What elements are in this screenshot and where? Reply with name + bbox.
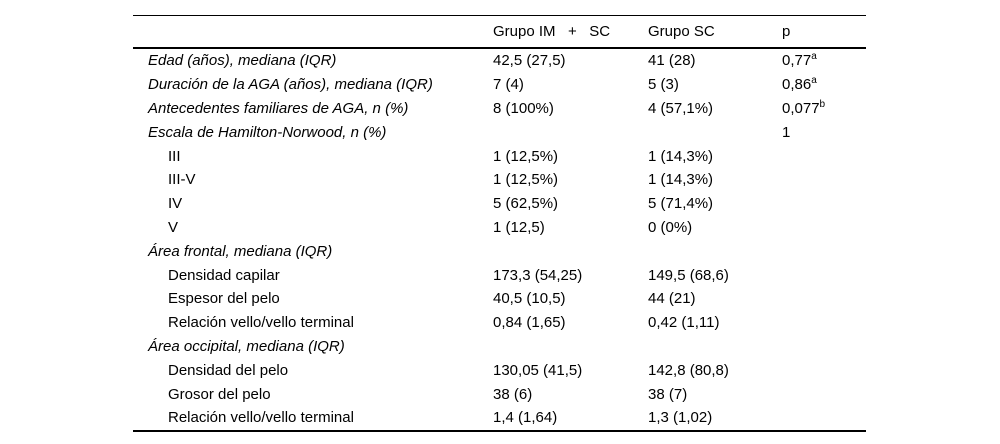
value-grupo-sc: 142,8 (80,8) xyxy=(648,361,729,379)
value-p xyxy=(782,335,866,359)
row-label: Escala de Hamilton-Norwood, n (%) xyxy=(148,123,387,141)
value-p xyxy=(782,216,866,240)
row-label: III-V xyxy=(168,171,196,189)
value-grupo-im-sc: 130,05 (41,5) xyxy=(493,361,583,379)
table-row: Relación vello/vello terminal 1,4 (1,64) 1… xyxy=(133,406,866,431)
value-grupo-im-sc: 1 (12,5%) xyxy=(493,171,559,189)
value-grupo-sc: 1,3 (1,02) xyxy=(648,409,713,427)
value-grupo-im-sc: 1 (12,5) xyxy=(493,218,545,236)
row-label: IV xyxy=(168,195,183,213)
table-row: Grosor del pelo 38 (6) 38 (7) xyxy=(133,382,866,406)
p-footnote-marker: b xyxy=(819,98,826,110)
row-label: Densidad del pelo xyxy=(168,361,289,379)
value-grupo-sc: 5 (71,4%) xyxy=(648,195,714,213)
p-value: 0,077 xyxy=(782,99,820,117)
p-value: 1 xyxy=(782,123,791,141)
value-grupo-im-sc: 38 (6) xyxy=(493,385,533,403)
value-grupo-im-sc: 7 (4) xyxy=(493,76,524,94)
table-row: Relación vello/vello terminal 0,84 (1,65)… xyxy=(133,311,866,335)
table-row: Área occipital, mediana (IQR) xyxy=(133,335,866,359)
row-label: Grosor del pelo xyxy=(168,385,271,403)
value-grupo-im-sc: 0,84 (1,65) xyxy=(493,314,566,332)
table-row: Área frontal, mediana (IQR) xyxy=(133,239,866,263)
row-label: Relación vello/vello terminal xyxy=(168,314,354,332)
table-row: III-V 1 (12,5%) 1 (14,3%) xyxy=(133,168,866,192)
p-footnote-marker: a xyxy=(811,75,817,87)
row-label: Área occipital, mediana (IQR) xyxy=(148,337,345,355)
value-grupo-im-sc xyxy=(493,335,648,359)
table-row: Duración de la AGA (años), mediana (IQR)… xyxy=(133,73,866,97)
p-value: 0,77 xyxy=(782,52,812,70)
value-p xyxy=(782,263,866,287)
value-grupo-im-sc: 1 (12,5%) xyxy=(493,147,559,165)
col-header-p: p xyxy=(782,15,866,49)
value-p xyxy=(782,382,866,406)
table-row: III 1 (12,5%) 1 (14,3%) xyxy=(133,144,866,168)
value-grupo-sc: 44 (21) xyxy=(648,290,696,308)
value-p xyxy=(782,239,866,263)
value-grupo-im-sc: 5 (62,5%) xyxy=(493,195,559,213)
table-row: IV 5 (62,5%) 5 (71,4%) xyxy=(133,192,866,216)
table-row: V 1 (12,5) 0 (0%) xyxy=(133,216,866,240)
value-grupo-im-sc xyxy=(493,120,648,144)
value-grupo-im-sc: 173,3 (54,25) xyxy=(493,266,583,284)
value-grupo-sc: 1 (14,3%) xyxy=(648,147,714,165)
value-p: 0,77a xyxy=(782,48,866,73)
row-label: Edad (años), mediana (IQR) xyxy=(148,52,337,70)
p-footnote-marker: a xyxy=(811,51,817,63)
value-grupo-sc xyxy=(648,239,782,263)
value-p: 0,86a xyxy=(782,73,866,97)
value-p xyxy=(782,168,866,192)
table-row: Densidad capilar 173,3 (54,25) 149,5 (68,6… xyxy=(133,263,866,287)
p-value: 0,86 xyxy=(782,76,812,94)
value-p xyxy=(782,358,866,382)
value-grupo-im-sc: 8 (100%) xyxy=(493,99,554,117)
row-label: Espesor del pelo xyxy=(168,290,280,308)
value-p xyxy=(782,192,866,216)
value-p: 0,077b xyxy=(782,97,866,121)
value-grupo-sc xyxy=(648,120,782,144)
header-row: Grupo IM + SC Grupo SC p xyxy=(133,15,866,49)
value-grupo-im-sc: 42,5 (27,5) xyxy=(493,52,566,70)
value-grupo-im-sc: 1,4 (1,64) xyxy=(493,409,558,427)
value-grupo-sc: 38 (7) xyxy=(648,385,688,403)
col-header-grupo-im-sc: Grupo IM + SC xyxy=(493,15,648,49)
row-label: Duración de la AGA (años), mediana (IQR) xyxy=(148,76,433,94)
value-grupo-sc xyxy=(648,335,782,359)
table-row: Espesor del pelo 40,5 (10,5) 44 (21) xyxy=(133,287,866,311)
value-grupo-sc: 5 (3) xyxy=(648,76,679,94)
value-grupo-sc: 41 (28) xyxy=(648,52,696,70)
row-label: Antecedentes familiares de AGA, n (%) xyxy=(148,99,409,117)
data-table: Grupo IM + SC Grupo SC p Edad (años), me… xyxy=(133,15,866,432)
value-grupo-sc: 1 (14,3%) xyxy=(648,171,714,189)
row-label: Relación vello/vello terminal xyxy=(168,409,354,427)
table-row: Edad (años), mediana (IQR) 42,5 (27,5) 41 … xyxy=(133,48,866,73)
row-label: V xyxy=(168,218,179,236)
value-p xyxy=(782,144,866,168)
table-row: Escala de Hamilton-Norwood, n (%) 1 xyxy=(133,120,866,144)
value-p: 1 xyxy=(782,120,866,144)
col-header-variable xyxy=(133,15,493,49)
col-header-grupo-sc: Grupo SC xyxy=(648,15,782,49)
value-grupo-im-sc xyxy=(493,239,648,263)
row-label: III xyxy=(168,147,181,165)
value-p xyxy=(782,311,866,335)
row-label: Área frontal, mediana (IQR) xyxy=(148,242,333,260)
clinical-comparison-table: Grupo IM + SC Grupo SC p Edad (años), me… xyxy=(133,15,866,432)
value-grupo-im-sc: 40,5 (10,5) xyxy=(493,290,566,308)
value-grupo-sc: 149,5 (68,6) xyxy=(648,266,729,284)
table-row: Densidad del pelo 130,05 (41,5) 142,8 (80,… xyxy=(133,358,866,382)
table-row: Antecedentes familiares de AGA, n (%) 8 (… xyxy=(133,97,866,121)
value-grupo-sc: 4 (57,1%) xyxy=(648,99,714,117)
value-p xyxy=(782,406,866,431)
value-p xyxy=(782,287,866,311)
row-label: Densidad capilar xyxy=(168,266,280,284)
value-grupo-sc: 0 (0%) xyxy=(648,218,693,236)
value-grupo-sc: 0,42 (1,11) xyxy=(648,314,720,332)
